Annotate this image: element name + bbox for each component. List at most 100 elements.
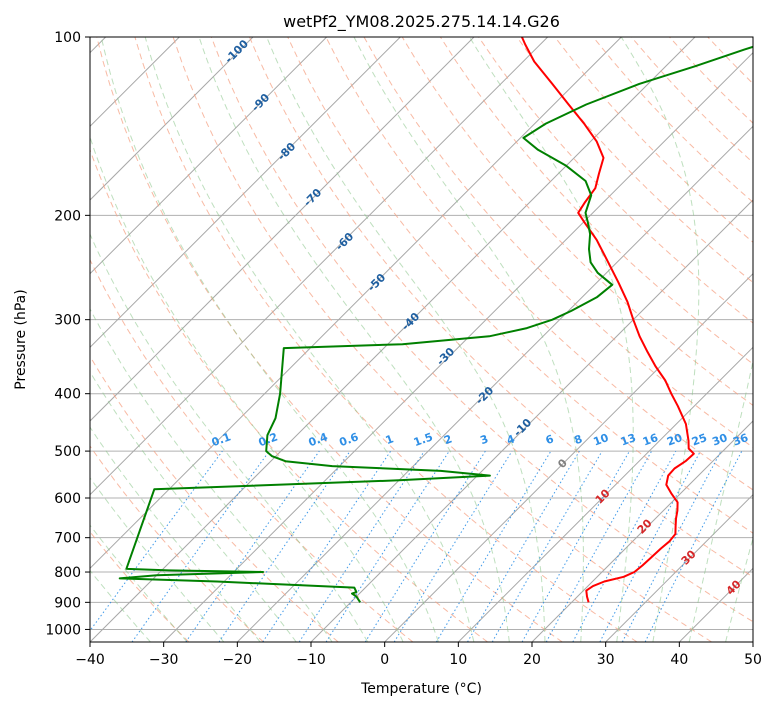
mixing-ratio-label: 1.5 [412,430,435,449]
isotherm-line [163,51,753,642]
dry-adiabat-line [96,37,563,642]
chart-title: wetPf2_YM08.2025.275.14.14.G26 [283,12,560,32]
dry-adiabat-line [134,37,638,642]
x-axis: −40 −30 −20 −10 0 10 20 30 40 50 [75,642,762,668]
mixing-ratio-label: 8 [572,432,584,447]
dry-adiabat-line [325,37,753,491]
dry-adiabat-line [516,37,753,284]
mixing-ratio-label: 0.6 [338,430,361,449]
dry-adiabat-line [210,37,753,623]
mixing-ratio-label: 13 [619,431,638,448]
mixing-ratio-line [545,450,653,642]
y-tick-label: 300 [54,313,81,329]
isotherm-line [90,37,254,201]
y-tick-label: 1000 [45,622,81,638]
y-axis: 100 200 300 400 500 600 700 800 900 1000 [45,30,90,638]
moist-adiabat-line [353,37,584,642]
plot-frame [89,36,754,643]
x-tick-label: 20 [523,652,541,668]
temperature-line [520,37,695,603]
mixing-ratio-line [572,450,677,642]
mixing-ratio-line [131,450,270,642]
dewpoint-line [118,45,753,603]
isotherm-line [605,493,753,642]
isotherm-line [531,420,753,642]
isotherm-line [90,37,549,496]
mixing-ratio-label: 20 [665,431,684,449]
mixing-ratio-line [644,450,743,642]
moist-adiabat-line [198,37,510,642]
mixing-ratio-line [90,450,223,632]
moist-adiabat-line [90,524,188,642]
mixing-ratio-line [521,450,630,642]
y-axis-label: Pressure (hPa) [13,289,29,389]
moist-adiabat-line [266,37,546,642]
mixing-ratio-label: 4 [505,432,517,447]
mixing-ratio-line [218,450,351,642]
x-tick-label: 40 [670,652,688,668]
moist-adiabat-line [100,37,439,642]
x-tick-label: −10 [296,652,326,668]
dry-adiabat-line [90,445,264,642]
mixing-ratio-label: 10 [592,431,611,449]
moist-adiabat-line [90,426,261,642]
mixing-ratio-label: 0.1 [210,430,233,449]
y-tick-label: 400 [54,387,81,403]
mixing-ratio-label: 25 [690,431,709,448]
x-tick-label: 30 [597,652,615,668]
isotherm-line [90,37,475,422]
mixing-ratio-line [298,450,425,642]
dry-adiabat-line [172,37,712,642]
moist-adiabat-line [688,358,753,642]
moist-adiabat-line [90,476,225,642]
x-tick-label: −40 [75,652,105,668]
dry-adiabat-line [90,258,414,642]
profile-series [118,37,753,603]
mixing-ratio-label: 36 [731,431,750,449]
x-tick-label: −20 [223,652,253,668]
x-tick-label: 0 [380,652,389,668]
isotherm-line [90,37,328,275]
dry-adiabat-line [287,37,753,534]
mixing-ratio-label: 1 [384,432,396,447]
moist-adiabat-line [90,569,151,642]
mixing-ratio-line [262,450,392,642]
y-tick-label: 200 [54,208,81,224]
moist-adiabat-line [144,37,475,642]
mixing-ratio-label: 0.4 [307,430,330,449]
y-tick-label: 600 [54,491,81,507]
isotherm-line [310,199,753,642]
y-tick-label: 900 [54,595,81,611]
moist-adiabat-line [90,370,297,642]
x-tick-label: −30 [149,652,179,668]
isotherm-line [384,272,753,642]
mixing-ratio-labels: 0.1 0.2 0.4 0.6 1 1.5 2 3 4 6 8 10 13 16 20 25 30 36 [210,430,750,449]
y-tick-label: 700 [54,531,81,547]
y-tick-label: 100 [54,30,81,46]
background-lines [90,37,753,642]
y-tick-label: 500 [54,444,81,460]
mixing-ratio-label: 16 [641,431,660,449]
mixing-ratio-label: 3 [478,432,490,447]
mixing-ratio-label: 6 [544,432,556,447]
moist-adiabat-line [725,536,753,642]
y-tick-label: 800 [54,565,81,581]
mixing-ratio-line [393,450,513,642]
moist-adiabat-line [620,37,700,642]
mixing-ratio-line [325,450,450,642]
isotherm-line [457,346,753,642]
moist-adiabat-line [90,232,369,642]
isotherm-line [90,37,622,570]
dry-adiabat-line [90,355,339,642]
mixing-ratio-label: 30 [710,431,729,449]
moist-adiabat-line [90,135,404,642]
mixing-ratio-line [185,450,320,642]
x-axis-label: Temperature (°C) [360,681,482,697]
moist-adiabat-line [90,308,333,642]
mixing-ratio-label: 0.2 [257,430,280,449]
mixing-ratio-label: 2 [442,432,454,447]
x-tick-label: 10 [449,652,467,668]
dry-adiabat-line [249,37,753,578]
